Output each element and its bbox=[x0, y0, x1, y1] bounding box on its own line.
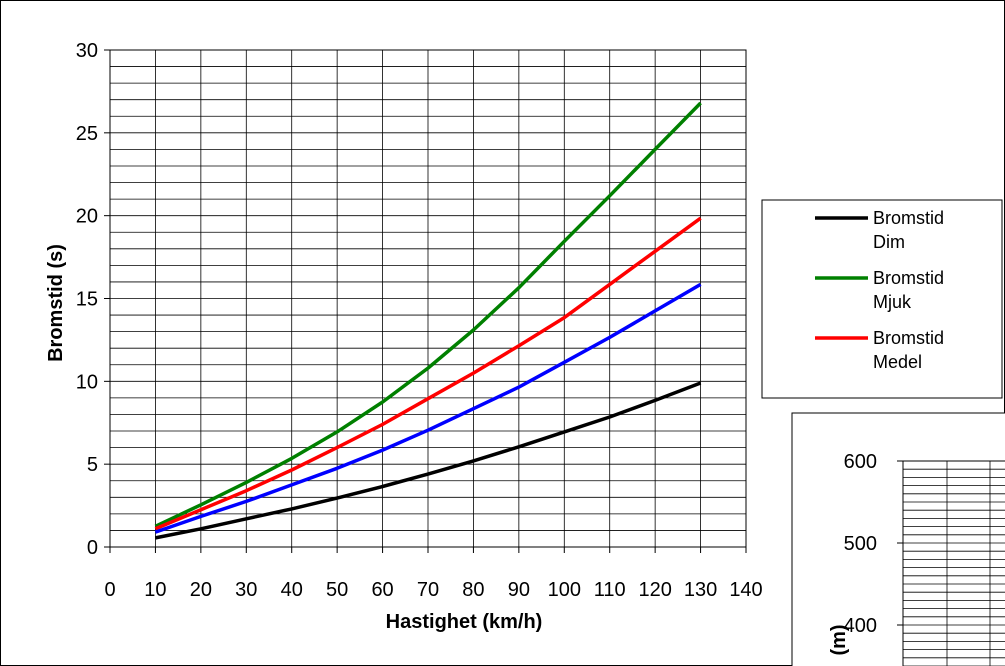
series-line-0 bbox=[155, 381, 702, 540]
legend-label-0: Dim bbox=[873, 232, 905, 252]
secondary-y-axis-title: (m) bbox=[828, 624, 850, 655]
secondary-chart: 400 500 600 (m) bbox=[791, 412, 1005, 666]
legend-label-2: Bromstid bbox=[873, 328, 944, 348]
y-tick-label: 5 bbox=[87, 454, 98, 476]
y-tick-labels: 0 5 10 15 20 25 30 bbox=[76, 40, 110, 559]
series-lines bbox=[154, 101, 702, 540]
legend-box bbox=[761, 199, 1003, 399]
legend-label-1: Mjuk bbox=[873, 292, 912, 312]
x-tick-label: 60 bbox=[371, 579, 393, 601]
x-tick-label: 110 bbox=[594, 579, 626, 601]
y-tick-label: 25 bbox=[76, 123, 98, 145]
series-line-3 bbox=[154, 282, 702, 534]
secondary-gridlines bbox=[902, 460, 1005, 666]
y-tick-label: 0 bbox=[87, 537, 98, 559]
y-tick-label: 20 bbox=[76, 206, 98, 228]
x-tick-label: 90 bbox=[508, 579, 530, 601]
x-tick-label: 120 bbox=[638, 579, 671, 601]
y-axis-title: Bromstid (s) bbox=[45, 244, 67, 362]
x-tick-label: 70 bbox=[417, 579, 439, 601]
x-tick-label: 50 bbox=[326, 579, 348, 601]
gridlines bbox=[110, 50, 746, 547]
main-plot: 0 5 10 15 20 25 30 0 10 20 30 40 50 60 70 80 90 100 110 12… bbox=[45, 40, 763, 633]
x-tick-label: 100 bbox=[548, 579, 581, 601]
x-tick-label: 80 bbox=[462, 579, 484, 601]
x-tick-label: 30 bbox=[235, 579, 257, 601]
series-line-2 bbox=[154, 216, 702, 531]
secondary-y-tick-labels: 400 500 600 bbox=[844, 451, 903, 637]
x-tick-label: 140 bbox=[729, 579, 762, 601]
secondary-y-tick-label: 500 bbox=[844, 533, 877, 555]
secondary-chart-frame bbox=[791, 412, 1005, 666]
y-tick-label: 30 bbox=[76, 40, 98, 62]
x-tick-label: 20 bbox=[190, 579, 212, 601]
x-tick-labels: 0 10 20 30 40 50 60 70 80 90 100 110 120 130 140 bbox=[104, 547, 763, 601]
secondary-y-tick-label: 600 bbox=[844, 451, 877, 473]
x-axis-title: Hastighet (km/h) bbox=[386, 611, 543, 633]
series-line-1 bbox=[154, 101, 702, 528]
legend-label-2: Medel bbox=[873, 352, 922, 372]
x-tick-label: 40 bbox=[281, 579, 303, 601]
x-tick-label: 130 bbox=[684, 579, 717, 601]
legend-label-0: Bromstid bbox=[873, 208, 944, 228]
secondary-y-tick-label: 400 bbox=[844, 615, 877, 637]
x-tick-label: 10 bbox=[144, 579, 166, 601]
legend-label-1: Bromstid bbox=[873, 268, 944, 288]
y-tick-label: 15 bbox=[76, 289, 98, 311]
y-tick-label: 10 bbox=[76, 371, 98, 393]
legend: Bromstid Dim Bromstid Mjuk Bromstid Medel bbox=[761, 199, 1003, 399]
legend-items: Bromstid Dim Bromstid Mjuk Bromstid Medel bbox=[815, 208, 944, 372]
x-tick-label: 0 bbox=[104, 579, 115, 601]
